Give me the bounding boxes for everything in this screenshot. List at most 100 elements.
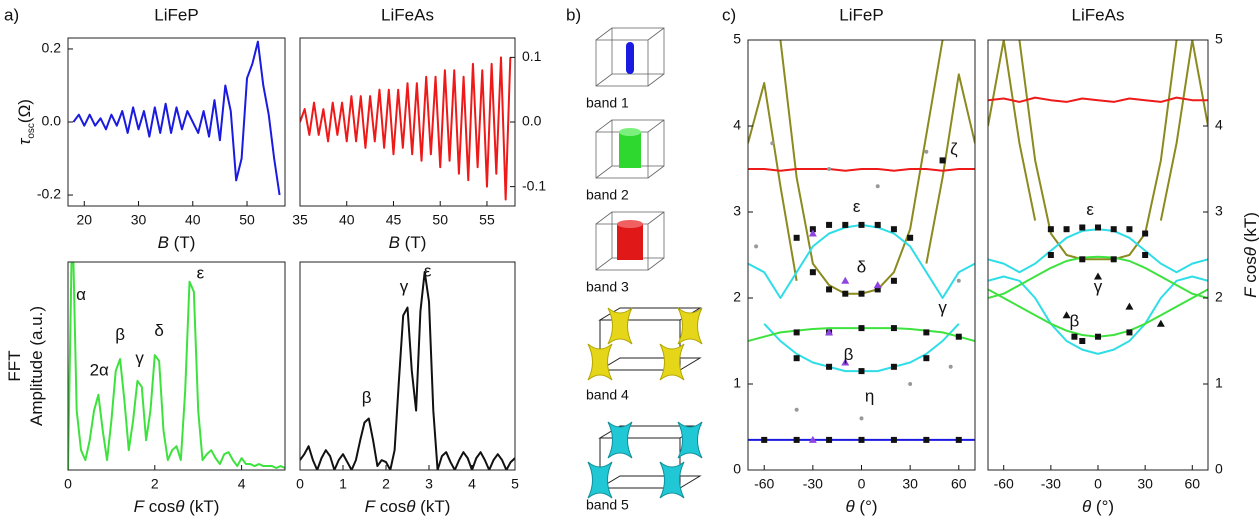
- chart-title: LiFeAs: [1072, 5, 1125, 24]
- data-point: [858, 368, 865, 375]
- x-axis-label: F cosθ (kT): [365, 497, 451, 516]
- data-line: [1018, 40, 1178, 261]
- x-tick-label: 55: [479, 212, 495, 228]
- x-tick-label: 50: [239, 212, 255, 228]
- annotation: 2α: [90, 360, 109, 379]
- y-tick-label: -0.1: [522, 177, 546, 193]
- data-point: [873, 281, 882, 289]
- x-tick-label: 4: [468, 476, 476, 492]
- y-axis-label: F cosθ (kT): [1241, 212, 1259, 298]
- data-point: [794, 407, 799, 412]
- annotation: δ: [154, 321, 163, 340]
- x-tick-label: 0: [1094, 476, 1102, 492]
- y-tick-label: 0: [1215, 461, 1223, 477]
- plot-area: [988, 40, 1208, 355]
- data-point: [923, 436, 930, 443]
- x-axis-label-part: (T): [169, 233, 195, 252]
- x-tick-label: 2: [151, 476, 159, 492]
- x-axis-label-part: F: [365, 497, 377, 516]
- x-tick-label: 35: [292, 212, 308, 228]
- x-axis-label: F cosθ (kT): [134, 497, 220, 516]
- x-tick-label: 0: [64, 476, 72, 492]
- band-label: band 5: [586, 497, 629, 513]
- y-tick-label: 1: [733, 375, 741, 391]
- x-tick-label: 30: [131, 212, 147, 228]
- data-point: [1094, 272, 1102, 280]
- x-tick-label: 40: [185, 212, 201, 228]
- panel-label: a): [4, 5, 19, 24]
- data-point: [1047, 252, 1054, 258]
- x-axis-label: B (T): [158, 233, 196, 252]
- data-point: [955, 436, 962, 443]
- plot-area: [300, 270, 515, 470]
- data-point: [858, 325, 865, 332]
- band-3-shape: [595, 211, 665, 271]
- band-4-shape: [587, 307, 703, 381]
- y-tick-label: 5: [1215, 31, 1223, 47]
- x-tick-label: 50: [432, 212, 448, 228]
- plot-area: [748, 40, 975, 443]
- data-point: [1079, 256, 1086, 263]
- data-point: [874, 221, 881, 228]
- annotation: γ: [1094, 277, 1103, 296]
- x-tick-label: -60: [994, 476, 1014, 492]
- data-point: [809, 269, 816, 276]
- y-tick-label: 3: [733, 203, 741, 219]
- plot-frame: [299, 261, 516, 471]
- x-axis-label-part: (°): [855, 497, 878, 516]
- data-point: [1126, 329, 1133, 336]
- band-2-shape: [595, 119, 665, 179]
- x-tick-label: 0: [858, 476, 866, 492]
- annotation: γ: [135, 349, 144, 368]
- data-point: [924, 149, 929, 154]
- band-label: band 4: [586, 387, 629, 403]
- annotation: β: [362, 388, 372, 407]
- data-line: [988, 255, 1208, 299]
- y-axis-label-part: cos: [1241, 256, 1259, 287]
- data-point: [842, 290, 849, 297]
- data-point: [1047, 226, 1054, 233]
- data-point: [1125, 302, 1134, 310]
- y-tick-label: 4: [733, 117, 741, 133]
- data-point: [890, 363, 897, 370]
- annotation: ε: [1086, 200, 1094, 219]
- plot-frame: [299, 37, 516, 207]
- annotation: δ: [857, 257, 866, 276]
- data-point: [842, 221, 849, 228]
- data-point: [793, 234, 800, 241]
- annotation: γ: [400, 277, 409, 296]
- data-line: [988, 40, 1208, 127]
- data-point: [1071, 333, 1078, 340]
- data-point: [754, 244, 759, 249]
- annotation: ε: [853, 197, 861, 216]
- data-point: [827, 167, 832, 171]
- annotation: γ: [938, 298, 947, 317]
- panel-label: c): [722, 5, 736, 24]
- plot-frame: [987, 39, 1209, 471]
- data-point: [1126, 226, 1133, 233]
- band-label: band 2: [586, 187, 629, 203]
- data-point: [1079, 338, 1086, 344]
- data-point: [890, 226, 897, 233]
- y-axis-label-part: (kT): [1241, 212, 1259, 247]
- y-axis-label-part: osc: [26, 123, 37, 139]
- x-tick-label: 30: [1137, 476, 1153, 492]
- band-label: band 1: [586, 95, 629, 111]
- x-axis-label-part: cos: [375, 497, 406, 516]
- data-point: [890, 325, 897, 332]
- data-point: [793, 329, 800, 336]
- y-tick-label: 2: [1215, 289, 1223, 305]
- y-tick-label: 4: [1215, 117, 1223, 133]
- plot-area: [72, 40, 281, 196]
- data-point: [948, 364, 953, 369]
- x-tick-label: 5: [511, 476, 519, 492]
- x-tick-label: 3: [425, 476, 433, 492]
- x-tick-label: 2: [382, 476, 390, 492]
- data-point: [1110, 256, 1117, 263]
- x-axis-label-part: θ: [175, 497, 185, 516]
- x-axis-label: θ (°): [1082, 497, 1114, 516]
- y-axis-label-part: θ: [1241, 246, 1259, 256]
- panel-label: b): [566, 5, 581, 24]
- data-point: [809, 226, 816, 233]
